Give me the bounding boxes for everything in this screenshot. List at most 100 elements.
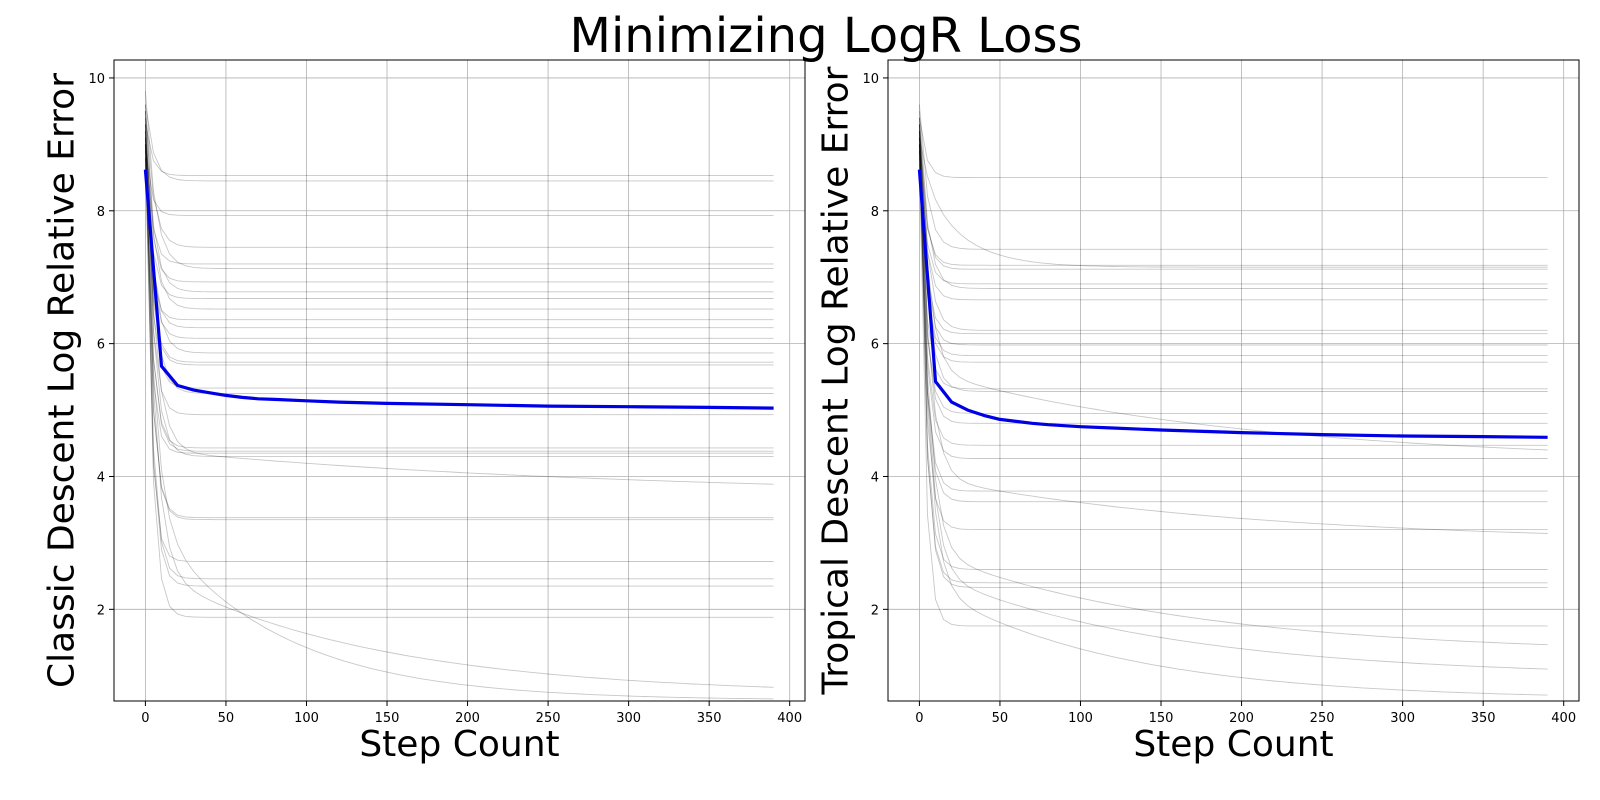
- axes-frame: [887, 59, 1580, 702]
- x-tick-label: 250: [1310, 711, 1335, 726]
- y-tick-label: 4: [97, 470, 105, 485]
- y-axis-label: Classic Descent Log Relative Error: [42, 73, 83, 688]
- run-line: [144, 137, 774, 299]
- run-line: [144, 124, 774, 329]
- run-line: [144, 131, 774, 283]
- x-tick-label: 300: [616, 711, 641, 726]
- run-line: [144, 144, 774, 618]
- run-line: [918, 150, 1548, 531]
- x-axis-label: Step Count: [359, 724, 559, 765]
- run-line: [918, 131, 1548, 363]
- run-line: [918, 124, 1548, 424]
- panel-classic-descent: 0 50 100 150 200 250 300 350 400 2 4 6 8 10 Step Count…: [42, 59, 806, 765]
- x-tick-label: 350: [697, 711, 722, 726]
- x-tick-label: 350: [1471, 711, 1496, 726]
- run-line: [918, 137, 1548, 357]
- x-tick-label: 100: [294, 711, 319, 726]
- run-line: [918, 124, 1548, 451]
- run-line: [144, 117, 774, 354]
- run-line: [918, 150, 1548, 390]
- run-line: [918, 131, 1548, 301]
- y-tick-label: 6: [97, 338, 105, 353]
- run-line: [918, 124, 1548, 346]
- run-line: [918, 144, 1548, 414]
- run-line: [144, 124, 774, 177]
- run-line: [144, 144, 774, 265]
- figure-title: Minimizing LogR Loss: [570, 8, 1083, 64]
- run-line: [918, 157, 1548, 696]
- run-line: [144, 111, 774, 394]
- run-line: [918, 137, 1548, 266]
- run-line: [918, 137, 1548, 570]
- x-tick-label: 300: [1390, 711, 1415, 726]
- run-line: [144, 131, 774, 485]
- x-tick-label: 100: [1068, 711, 1093, 726]
- x-tick-label: 50: [992, 711, 1009, 726]
- y-tick-label: 4: [871, 470, 879, 485]
- y-axis-label: Tropical Descent Log Relative Error: [816, 66, 857, 695]
- run-line: [918, 144, 1548, 646]
- run-line: [144, 157, 774, 454]
- y-tick-label: 10: [862, 72, 879, 87]
- run-line: [918, 131, 1548, 588]
- run-line: [918, 117, 1548, 179]
- run-line: [918, 150, 1548, 670]
- run-line: [144, 144, 774, 519]
- run-line: [144, 131, 774, 452]
- run-line: [144, 91, 774, 270]
- x-tick-label: 150: [1149, 711, 1174, 726]
- run-line: [918, 144, 1548, 335]
- run-line: [144, 131, 774, 389]
- run-line: [144, 137, 774, 363]
- x-axis-label: Step Count: [1133, 724, 1333, 765]
- run-line: [144, 150, 774, 216]
- x-tick-label: 0: [915, 711, 923, 726]
- x-tick-label: 200: [455, 711, 480, 726]
- run-line: [144, 104, 774, 182]
- y-tick-label: 10: [88, 72, 105, 87]
- panel-tropical-descent: 0 50 100 150 200 250 300 350 400 2 4 6 8 10 Step Count…: [816, 59, 1580, 765]
- x-tick-label: 50: [218, 711, 235, 726]
- y-tick-label: 6: [871, 338, 879, 353]
- run-line: [918, 137, 1548, 268]
- run-line: [144, 144, 774, 688]
- y-tick-label: 2: [97, 603, 105, 618]
- run-line: [918, 117, 1548, 392]
- run-line: [918, 144, 1548, 285]
- run-line: [144, 104, 774, 310]
- run-line: [144, 117, 774, 458]
- run-line: [144, 111, 774, 293]
- run-line: [144, 137, 774, 449]
- mean-line: [917, 169, 1548, 439]
- x-tick-label: 150: [375, 711, 400, 726]
- run-line: [918, 104, 1548, 250]
- run-line: [918, 131, 1548, 459]
- run-line: [918, 111, 1548, 289]
- run-line: [144, 137, 774, 521]
- run-lines: [918, 104, 1548, 696]
- mean-line: [143, 169, 774, 410]
- run-line: [918, 124, 1548, 270]
- run-lines: [144, 91, 774, 700]
- run-line: [918, 124, 1548, 503]
- run-line: [144, 164, 774, 562]
- run-line: [144, 124, 774, 416]
- run-line: [144, 144, 774, 587]
- run-line: [144, 150, 774, 366]
- y-tick-label: 8: [871, 205, 879, 220]
- x-tick-label: 400: [777, 711, 802, 726]
- x-tick-label: 250: [536, 711, 561, 726]
- run-line: [144, 157, 774, 700]
- run-line: [144, 111, 774, 248]
- run-line: [144, 124, 774, 580]
- run-line: [144, 144, 774, 339]
- run-line: [918, 164, 1548, 627]
- x-tick-label: 400: [1551, 711, 1576, 726]
- x-tick-label: 0: [141, 711, 149, 726]
- y-tick-label: 8: [97, 205, 105, 220]
- run-line: [918, 144, 1548, 492]
- run-line: [918, 144, 1548, 584]
- run-line: [144, 157, 774, 321]
- run-line: [918, 131, 1548, 534]
